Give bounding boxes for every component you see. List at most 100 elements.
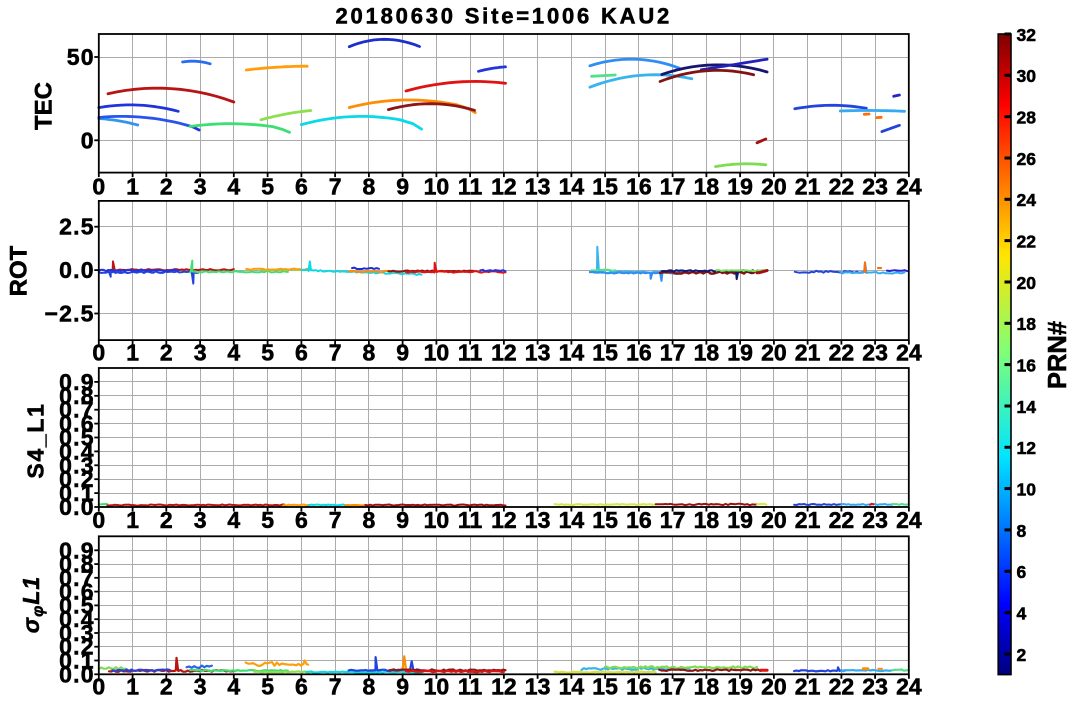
svg-text:13: 13: [525, 173, 551, 199]
svg-text:24: 24: [896, 339, 922, 365]
svg-text:21: 21: [795, 339, 821, 365]
svg-text:10: 10: [1017, 480, 1037, 500]
svg-text:16: 16: [1017, 356, 1037, 376]
svg-text:14: 14: [559, 339, 585, 365]
svg-text:20: 20: [761, 507, 787, 533]
svg-text:18: 18: [694, 507, 720, 533]
svg-text:5: 5: [261, 673, 274, 699]
svg-text:19: 19: [727, 507, 753, 533]
svg-text:6: 6: [295, 507, 308, 533]
svg-text:0.0: 0.0: [59, 494, 95, 520]
svg-text:6: 6: [1017, 562, 1027, 582]
svg-text:9: 9: [396, 339, 409, 365]
svg-text:13: 13: [525, 673, 551, 699]
svg-text:14: 14: [559, 673, 585, 699]
svg-text:12: 12: [491, 339, 517, 365]
svg-text:24: 24: [896, 673, 922, 699]
svg-text:21: 21: [795, 173, 821, 199]
svg-text:PRN#: PRN#: [1044, 321, 1072, 389]
svg-text:26: 26: [1017, 149, 1037, 169]
svg-text:2: 2: [160, 173, 173, 199]
svg-text:0.3: 0.3: [59, 620, 95, 646]
svg-text:8: 8: [1017, 521, 1027, 541]
svg-text:0.5: 0.5: [59, 425, 95, 451]
svg-text:0: 0: [92, 339, 105, 365]
svg-text:TEC: TEC: [31, 82, 58, 130]
svg-text:15: 15: [592, 673, 618, 699]
svg-text:2.5: 2.5: [59, 214, 95, 240]
svg-text:5: 5: [261, 173, 274, 199]
svg-text:2: 2: [160, 673, 173, 699]
svg-text:0.8: 0.8: [59, 383, 95, 409]
svg-text:23: 23: [862, 339, 888, 365]
svg-text:8: 8: [363, 173, 376, 199]
svg-text:22: 22: [829, 339, 855, 365]
svg-text:9: 9: [396, 673, 409, 699]
svg-text:13: 13: [525, 339, 551, 365]
svg-text:18: 18: [1017, 314, 1037, 334]
svg-text:5: 5: [261, 507, 274, 533]
svg-text:9: 9: [396, 173, 409, 199]
svg-text:0.9: 0.9: [59, 369, 95, 395]
svg-text:0: 0: [92, 173, 105, 199]
svg-text:28: 28: [1017, 108, 1037, 128]
svg-text:0.2: 0.2: [59, 634, 95, 660]
svg-text:0.7: 0.7: [59, 565, 95, 591]
svg-text:6: 6: [295, 673, 308, 699]
svg-text:2: 2: [1017, 645, 1027, 665]
svg-text:1: 1: [126, 507, 139, 533]
svg-text:7: 7: [329, 339, 342, 365]
svg-text:3: 3: [194, 339, 207, 365]
svg-text:8: 8: [363, 507, 376, 533]
svg-text:21: 21: [795, 507, 821, 533]
svg-text:23: 23: [862, 673, 888, 699]
svg-text:7: 7: [329, 507, 342, 533]
svg-text:0: 0: [92, 507, 105, 533]
svg-text:19: 19: [727, 673, 753, 699]
svg-text:8: 8: [363, 339, 376, 365]
svg-text:10: 10: [424, 173, 450, 199]
svg-text:18: 18: [694, 339, 720, 365]
svg-text:11: 11: [458, 173, 483, 199]
svg-text:1: 1: [126, 339, 139, 365]
svg-text:11: 11: [458, 673, 483, 699]
svg-text:10: 10: [424, 673, 450, 699]
svg-text:1: 1: [126, 673, 139, 699]
svg-text:4: 4: [227, 339, 240, 365]
svg-text:22: 22: [829, 173, 855, 199]
svg-text:S4_L1: S4_L1: [23, 402, 49, 478]
svg-text:14: 14: [559, 507, 585, 533]
svg-text:0.8: 0.8: [59, 551, 95, 577]
svg-text:0.1: 0.1: [59, 648, 95, 674]
svg-text:−2.5: −2.5: [44, 301, 94, 327]
svg-text:0.5: 0.5: [59, 592, 95, 618]
svg-text:20: 20: [1017, 273, 1037, 293]
svg-text:23: 23: [862, 173, 888, 199]
svg-text:16: 16: [626, 507, 652, 533]
svg-text:14: 14: [559, 173, 585, 199]
svg-text:7: 7: [329, 173, 342, 199]
svg-text:24: 24: [896, 173, 922, 199]
svg-text:12: 12: [491, 673, 517, 699]
svg-text:1: 1: [126, 173, 139, 199]
svg-text:20: 20: [761, 173, 787, 199]
svg-text:21: 21: [795, 673, 821, 699]
svg-text:9: 9: [396, 507, 409, 533]
svg-text:16: 16: [626, 673, 652, 699]
svg-text:4: 4: [1017, 604, 1027, 624]
svg-text:0.0: 0.0: [59, 661, 95, 687]
svg-text:12: 12: [491, 507, 517, 533]
svg-text:3: 3: [194, 507, 207, 533]
svg-text:11: 11: [458, 507, 483, 533]
svg-text:6: 6: [295, 339, 308, 365]
svg-text:2: 2: [160, 507, 173, 533]
svg-text:32: 32: [1017, 25, 1037, 45]
svg-text:0.6: 0.6: [59, 411, 95, 437]
svg-text:4: 4: [227, 507, 240, 533]
svg-text:4: 4: [227, 173, 240, 199]
svg-text:18: 18: [694, 673, 720, 699]
svg-text:10: 10: [424, 339, 450, 365]
svg-text:14: 14: [1017, 397, 1037, 417]
svg-text:17: 17: [660, 507, 686, 533]
svg-text:0: 0: [81, 127, 95, 153]
